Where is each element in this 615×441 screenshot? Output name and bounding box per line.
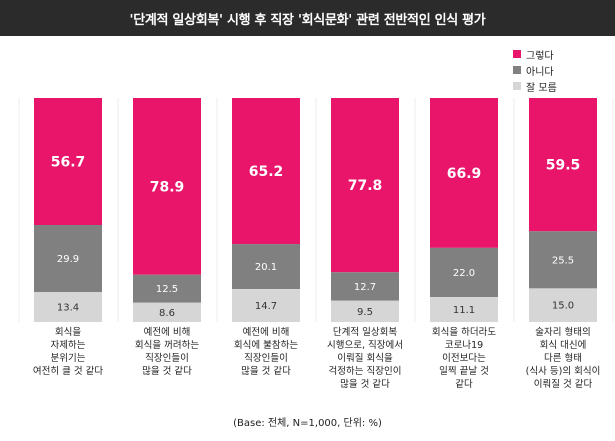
category-label-line: 분위기는 (51, 352, 86, 364)
legend-swatch-no (513, 66, 521, 74)
category-label-line: 이뤄질 회식을 (337, 352, 393, 364)
category-label-line: 같다 (455, 378, 473, 390)
category-label-line: 자제하는 (51, 339, 86, 351)
category-label-line: 예전에 비해 (243, 326, 290, 338)
data-label-yes: 78.9 (150, 179, 185, 195)
footnote: (Base: 전체, N=1,000, 단위: %) (233, 418, 382, 429)
data-label-unknown: 15.0 (552, 301, 574, 312)
bar-segment-no (331, 272, 399, 301)
bar-segment-unknown (430, 297, 498, 322)
category-label-line: 이뤄질 것 같다 (534, 378, 593, 390)
data-label-no: 25.5 (552, 255, 574, 266)
bar-segment-unknown (331, 300, 399, 322)
bar-segment-yes (529, 98, 597, 232)
bar-segment-unknown (232, 289, 300, 322)
category-label-line: 회식을 (55, 327, 81, 338)
category-label-line: 많을 것 같다 (142, 365, 192, 377)
category-label-line: 이전보다는 (442, 353, 486, 364)
data-label-yes: 65.2 (249, 164, 284, 180)
data-label-no: 22.0 (453, 268, 475, 279)
legend-label-no: 아니다 (526, 66, 554, 78)
data-label-no: 29.9 (57, 254, 79, 265)
data-label-unknown: 14.7 (255, 301, 277, 312)
category-label-line: 많을 것 같다 (340, 378, 390, 390)
category-label-line: 회식을 하더라도 (432, 326, 496, 338)
bar-segment-no (529, 231, 597, 289)
category-label-line: 걱정하는 직장인이 (329, 365, 402, 377)
data-label-yes: 77.8 (348, 178, 383, 194)
category-label-line: 일찍 끝날 것 (439, 366, 489, 377)
data-label-unknown: 13.4 (57, 302, 79, 313)
data-label-yes: 56.7 (51, 154, 86, 170)
chart-title: '단계적 일상회복' 시행 후 직장 '회식문화' 관련 전반적인 인식 평가 (0, 0, 615, 36)
bar-segment-yes (133, 98, 201, 275)
category-label-line: 직장인들이 (145, 353, 189, 364)
bar-segment-no (430, 247, 498, 298)
bar-segment-yes (430, 98, 498, 248)
bar-segment-no (34, 225, 102, 292)
bar-segment-unknown (34, 291, 102, 322)
category-label: 회식을 자제하는 분위기는 여전히 클 것 같다 (33, 327, 103, 377)
data-label-unknown: 8.6 (159, 308, 175, 319)
category-label-line: 직장인들이 (244, 353, 288, 364)
data-label-no: 20.1 (255, 262, 277, 273)
data-label-unknown: 11.1 (453, 305, 475, 316)
category-label-line: 단계적 일상회복 (333, 326, 397, 338)
bar-segment-unknown (133, 302, 201, 322)
legend-swatch-yes (513, 50, 521, 58)
data-label-no: 12.5 (156, 284, 178, 295)
category-label-line: 예전에 비해 (144, 326, 191, 338)
legend-item-unknown: 잘 모름 (513, 78, 557, 94)
category-label-line: (식사 등)의 회식이 (526, 366, 601, 377)
data-label-yes: 59.5 (546, 158, 581, 174)
legend-item-yes: 그렇다 (513, 46, 557, 62)
data-label-unknown: 9.5 (357, 307, 373, 318)
bar-segment-yes (331, 98, 399, 273)
bar-segment-no (133, 274, 201, 303)
legend-item-no: 아니다 (513, 62, 557, 78)
category-label-line: 여전히 클 것 같다 (33, 365, 103, 377)
category-label-line: 코로나19 (445, 340, 483, 351)
category-label-line: 시행으로, 직장에서 (327, 339, 403, 351)
bar-segment-yes (232, 98, 300, 245)
data-label-yes: 66.9 (447, 166, 482, 182)
category-label: 단계적 일상회복 시행으로, 직장에서 이뤄질 회식을 걱정하는 직장인이 많을 것 같… (327, 326, 403, 390)
bar-segment-unknown (529, 288, 597, 322)
bar-segment-no (232, 244, 300, 290)
legend-label-yes: 그렇다 (526, 50, 554, 62)
category-label-line: 회식을 꺼려하는 (135, 339, 199, 351)
category-label-line: 회식에 불참하는 (234, 339, 298, 351)
category-label-line: 회식 대신에 (540, 340, 587, 351)
legend-label-unknown: 잘 모름 (526, 82, 557, 94)
legend: 그렇다 아니다 잘 모름 (513, 46, 557, 94)
category-label-line: 많을 것 같다 (241, 365, 291, 377)
data-label-no: 12.7 (354, 282, 376, 293)
legend-swatch-unknown (513, 82, 521, 90)
category-label-line: 술자리 형태의 (535, 327, 590, 338)
category-label-line: 다른 형태 (544, 353, 582, 364)
bar-segment-yes (34, 98, 102, 226)
